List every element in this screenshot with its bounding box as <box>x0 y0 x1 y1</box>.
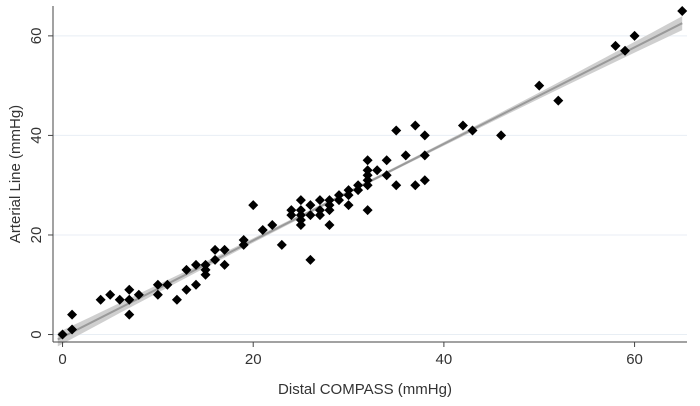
data-point <box>200 259 211 270</box>
data-point <box>381 170 392 181</box>
data-point <box>133 289 144 300</box>
data-point <box>191 279 202 290</box>
data-point <box>67 324 78 335</box>
data-point <box>124 309 135 320</box>
y-tick-label: 40 <box>28 127 45 144</box>
data-point <box>419 130 430 141</box>
data-point <box>57 329 68 340</box>
data-point <box>210 254 221 265</box>
data-point <box>152 289 163 300</box>
data-point <box>314 205 325 216</box>
tick-labels: 0 20 40 60 0 20 40 60 <box>28 28 643 368</box>
data-point <box>305 254 316 265</box>
data-point <box>267 220 278 231</box>
data-point <box>295 195 306 206</box>
data-point <box>124 284 135 295</box>
y-tick-label: 60 <box>28 28 45 45</box>
data-point <box>362 165 373 176</box>
data-point <box>467 125 478 136</box>
data-point <box>114 294 125 305</box>
data-point <box>162 279 173 290</box>
data-point <box>286 205 297 216</box>
data-point <box>305 200 316 211</box>
data-points <box>57 5 688 340</box>
y-axis-title: Arterial Line (mmHg) <box>7 105 24 243</box>
x-tick-label: 60 <box>626 351 643 368</box>
data-point <box>219 244 230 255</box>
data-point <box>457 120 468 131</box>
data-point <box>391 180 402 191</box>
data-point <box>553 95 564 106</box>
data-point <box>210 244 221 255</box>
data-point <box>419 150 430 161</box>
grid-lines <box>53 35 687 336</box>
data-point <box>410 180 421 191</box>
data-point <box>381 155 392 166</box>
axes <box>48 6 687 347</box>
data-point <box>248 200 259 211</box>
data-point <box>362 155 373 166</box>
data-point <box>391 125 402 136</box>
y-tick-label: 0 <box>28 330 45 338</box>
data-point <box>324 220 335 231</box>
data-point <box>610 40 621 51</box>
data-point <box>677 5 688 16</box>
y-tick-label: 20 <box>28 227 45 244</box>
data-point <box>276 239 287 250</box>
data-point <box>343 200 354 211</box>
data-point <box>171 294 182 305</box>
data-point <box>400 150 411 161</box>
data-point <box>343 185 354 196</box>
data-point <box>410 120 421 131</box>
data-point <box>152 279 163 290</box>
data-point <box>629 30 640 41</box>
data-point <box>496 130 507 141</box>
data-point <box>67 309 78 320</box>
data-point <box>419 175 430 186</box>
data-point <box>372 165 383 176</box>
data-point <box>314 195 325 206</box>
data-point <box>124 294 135 305</box>
data-point <box>534 80 545 91</box>
data-point <box>181 284 192 295</box>
data-point <box>257 225 268 235</box>
data-point <box>95 294 106 305</box>
data-point <box>295 205 306 216</box>
data-point <box>181 264 192 275</box>
x-axis-title: Distal COMPASS (mmHg) <box>278 381 452 398</box>
x-tick-label: 20 <box>245 351 262 368</box>
x-tick-label: 40 <box>436 351 453 368</box>
data-point <box>305 210 316 221</box>
data-point <box>324 195 335 206</box>
data-point <box>219 259 230 270</box>
x-tick-label: 0 <box>58 351 66 368</box>
data-point <box>334 190 345 201</box>
data-point <box>105 289 116 300</box>
data-point <box>353 180 364 191</box>
data-point <box>362 205 373 216</box>
data-point <box>191 259 202 270</box>
data-point <box>620 45 631 56</box>
data-point <box>238 234 249 245</box>
